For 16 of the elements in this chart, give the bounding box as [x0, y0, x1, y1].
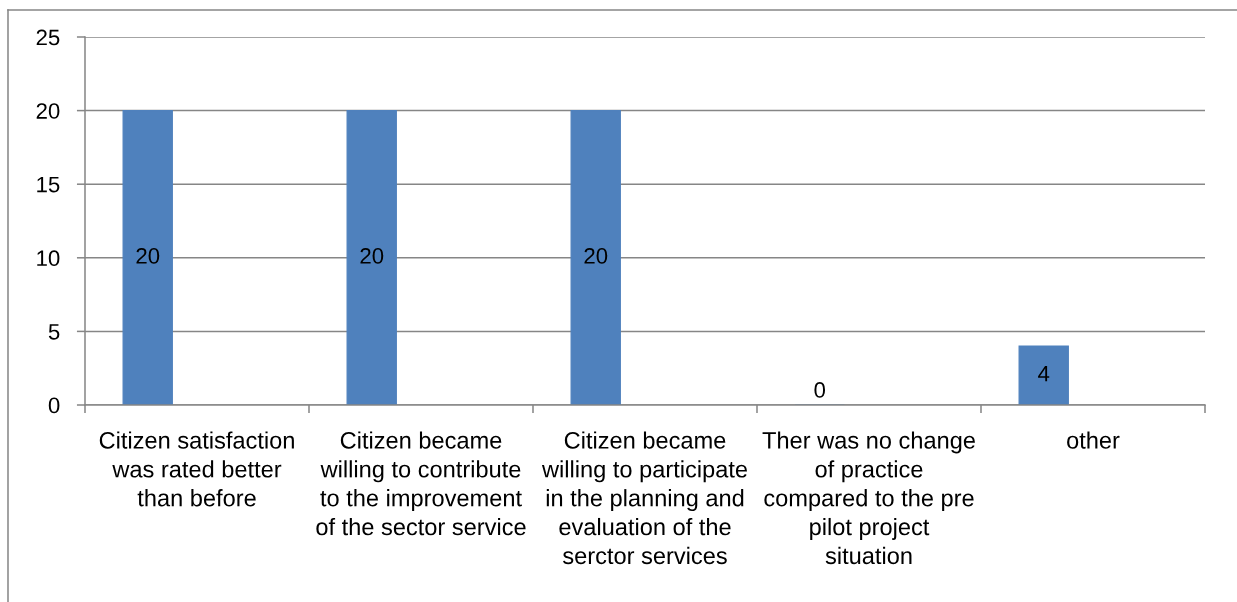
y-tick-label: 20	[36, 103, 60, 119]
data-label: 4	[1038, 366, 1050, 382]
y-tick-label: 15	[37, 176, 60, 193]
data-label: 20	[584, 248, 608, 264]
x-tick-label: other	[1067, 431, 1120, 449]
x-tick-label: Citizen became willing to contribute to the improvement of the sector service	[316, 431, 526, 536]
y-tick-label: 25	[36, 29, 60, 46]
x-tick-label: Citizen satisfaction was rated better than before	[99, 431, 294, 507]
data-label: 20	[136, 248, 160, 264]
x-tick-label: Citizen became willing to participate in the planning and evaluation of the serctor services	[541, 431, 747, 565]
data-label: 0	[814, 382, 826, 398]
y-tick-label: 10	[37, 250, 60, 267]
y-tick-label: 0	[48, 397, 60, 414]
y-tick-label: 5	[48, 324, 60, 340]
data-label: 20	[360, 248, 384, 264]
x-tick-label: Ther was no change of practice compared to the pre pilot project situation	[762, 431, 975, 565]
